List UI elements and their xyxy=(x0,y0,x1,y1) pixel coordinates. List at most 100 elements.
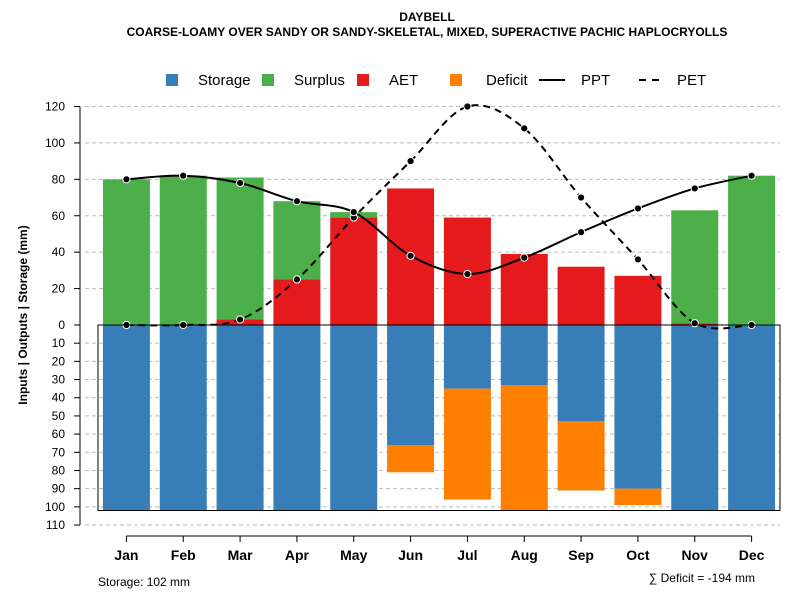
bars xyxy=(97,175,781,511)
legend-swatch-deficit xyxy=(450,74,462,86)
pet-point-oct xyxy=(633,255,643,264)
deficit-bar-jun xyxy=(387,445,435,473)
storage-bar-oct xyxy=(614,325,662,489)
y-tick-label: 80 xyxy=(52,172,66,186)
deficit-bar-aug xyxy=(500,385,548,511)
storage-bar-aug xyxy=(500,325,548,386)
axes: 0 20 40 60 80 100 120 10 20 30 40 50 60 70 80 90 100 110 J… xyxy=(45,100,780,563)
pet-point-jul xyxy=(463,102,472,111)
surplus-bar-nov xyxy=(671,210,719,324)
ppt-point-apr xyxy=(292,197,302,206)
surplus-bar-jan xyxy=(102,179,150,325)
aet-bar-sep xyxy=(557,266,605,325)
ppt-point-oct xyxy=(633,204,643,213)
storage-bar-dec xyxy=(728,325,776,511)
pet-point-jun xyxy=(406,157,415,166)
pet-point-aug xyxy=(520,124,529,133)
aet-bar-oct xyxy=(614,275,662,325)
ppt-point-sep xyxy=(576,228,586,237)
series-lines xyxy=(122,102,756,330)
y-tick-label: 70 xyxy=(52,445,66,459)
x-tick-label-nov: Nov xyxy=(682,547,709,563)
ppt-point-may xyxy=(349,208,358,217)
x-tick-label-dec: Dec xyxy=(739,547,765,563)
legend-swatch-aet xyxy=(357,74,369,86)
deficit-bar-sep xyxy=(557,421,605,491)
aet-bar-may xyxy=(330,217,378,325)
deficit-bar-oct xyxy=(614,488,662,506)
x-tick-label-apr: Apr xyxy=(285,547,310,563)
ppt-point-aug xyxy=(520,253,529,262)
ppt-point-jan xyxy=(122,175,131,184)
x-tick-label-oct: Oct xyxy=(626,547,650,563)
x-tick-label-feb: Feb xyxy=(171,547,196,563)
y-tick-label: 30 xyxy=(52,373,66,387)
y-tick-label: 60 xyxy=(52,427,66,441)
surplus-bar-dec xyxy=(728,175,776,325)
legend-item-surplus: Surplus xyxy=(262,72,345,89)
deficit-bar-jul xyxy=(443,388,491,500)
y-tick-label: 90 xyxy=(52,482,66,496)
y-tick-label: 100 xyxy=(45,136,65,150)
chart-title: DAYBELL xyxy=(399,10,455,24)
surplus-bar-apr xyxy=(273,201,321,280)
y-tick-label: 50 xyxy=(52,409,66,423)
surplus-bar-mar xyxy=(216,177,264,320)
ppt-point-dec xyxy=(747,171,756,180)
storage-bar-mar xyxy=(216,325,264,511)
x-tick-label-aug: Aug xyxy=(511,547,538,563)
storage-bar-jan xyxy=(102,325,150,511)
x-tick-label-mar: Mar xyxy=(228,547,253,563)
y-tick-label: 20 xyxy=(52,354,66,368)
x-tick-label-sep: Sep xyxy=(568,547,594,563)
storage-bar-feb xyxy=(159,325,207,511)
legend-label-ppt: PPT xyxy=(581,72,610,89)
y-tick-label: 60 xyxy=(52,209,66,223)
legend: Storage Surplus AET Deficit PPT PET xyxy=(166,72,706,89)
y-axis-label: Inputs | Outputs | Storage (mm) xyxy=(16,225,30,404)
ppt-point-mar xyxy=(235,178,245,188)
y-tick-label: 10 xyxy=(52,336,66,350)
storage-bar-nov xyxy=(671,325,719,511)
storage-bar-jun xyxy=(387,325,435,446)
storage-bar-jul xyxy=(443,325,491,389)
aet-bar-aug xyxy=(500,253,548,325)
storage-bar-sep xyxy=(557,325,605,422)
legend-label-aet: AET xyxy=(389,72,418,89)
pet-point-sep xyxy=(576,193,586,202)
legend-label-pet: PET xyxy=(677,72,706,89)
legend-swatch-surplus xyxy=(262,74,274,86)
y-tick-label: 20 xyxy=(52,282,66,296)
x-tick-label-jan: Jan xyxy=(114,547,138,563)
storage-bar-may xyxy=(330,325,378,511)
ppt-point-jun xyxy=(406,251,415,260)
y-tick-label: 40 xyxy=(52,391,66,405)
x-tick-label-jun: Jun xyxy=(398,547,423,563)
storage-footnote: Storage: 102 mm xyxy=(98,575,190,589)
legend-item-ppt: PPT xyxy=(539,72,610,89)
chart-subtitle: COARSE-LOAMY OVER SANDY OR SANDY-SKELETA… xyxy=(127,25,728,39)
pet-point-nov xyxy=(690,319,699,328)
surplus-bar-feb xyxy=(159,175,207,325)
x-tick-label-jul: Jul xyxy=(457,547,477,563)
y-tick-label: 120 xyxy=(45,100,65,114)
deficit-footnote: ∑ Deficit = -194 mm xyxy=(649,571,755,585)
legend-item-storage: Storage xyxy=(166,72,251,89)
ppt-point-nov xyxy=(690,184,699,193)
legend-label-storage: Storage xyxy=(198,72,251,89)
legend-item-aet: AET xyxy=(357,72,418,89)
ppt-point-feb xyxy=(179,171,188,180)
storage-bar-apr xyxy=(273,325,321,511)
legend-item-deficit: Deficit xyxy=(450,72,529,89)
legend-label-surplus: Surplus xyxy=(294,72,345,89)
ppt-point-jul xyxy=(463,269,472,279)
y-tick-label: 80 xyxy=(52,463,66,477)
aet-bar-apr xyxy=(273,279,321,325)
y-tick-label: 0 xyxy=(58,318,65,332)
legend-item-pet: PET xyxy=(639,72,706,89)
y-tick-label: 100 xyxy=(45,500,65,514)
y-tick-label: 110 xyxy=(46,518,65,532)
legend-swatch-storage xyxy=(166,74,178,86)
y-tick-label: 40 xyxy=(52,245,66,259)
